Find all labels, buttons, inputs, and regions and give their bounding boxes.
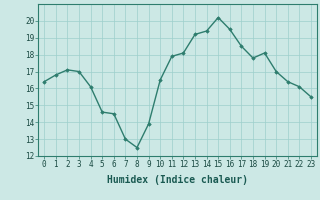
X-axis label: Humidex (Indice chaleur): Humidex (Indice chaleur) (107, 175, 248, 185)
